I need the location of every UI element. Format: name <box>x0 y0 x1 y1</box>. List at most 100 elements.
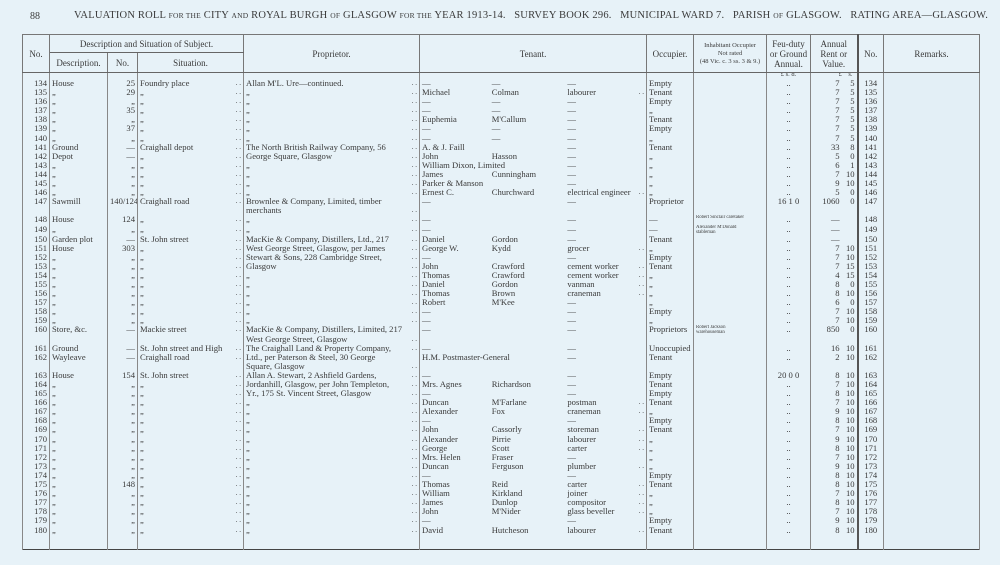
occupier: „ <box>646 498 695 508</box>
annual-pounds: 7 <box>835 97 840 107</box>
occupier: Tenant <box>646 261 695 271</box>
header-inhabitant-occupier: Inhabitant Occupier Not rated (48 Vic. c… <box>693 34 768 73</box>
row-number-right: 153 <box>857 261 885 271</box>
header-description: Description. <box>49 52 108 73</box>
proprietor: „ <box>243 224 421 235</box>
street-number: „ <box>107 279 138 290</box>
table-row: 169„„„„JohnCassorlystoremanTenant..71016… <box>22 425 981 435</box>
tenant-surname <box>492 471 568 480</box>
feu-duty: .. <box>766 298 812 308</box>
tenant: Parker & Manson — <box>419 179 648 189</box>
annual-pounds: 7 <box>835 307 840 317</box>
feu-duty: .. <box>766 133 812 143</box>
tenant-occupation: — <box>567 197 576 207</box>
row-number-right: 171 <box>857 443 885 453</box>
situation: „ <box>136 179 245 189</box>
inhabitant-occupier <box>693 197 768 216</box>
row-number-right: 150 <box>857 234 885 244</box>
feu-duty: .. <box>766 380 812 390</box>
annual-value: 8 10 <box>810 389 859 399</box>
annual-pounds: 8 <box>835 289 840 299</box>
proprietor: „ <box>243 525 421 550</box>
header-remarks: Remarks. <box>883 34 981 73</box>
feu-duty: .. <box>766 169 812 180</box>
row-number-right: 136 <box>857 97 885 107</box>
tenant-occupation: — <box>567 160 576 170</box>
tenant-occupation: — <box>567 234 576 244</box>
feu-duty: .. <box>766 398 812 408</box>
street-number: 303 <box>107 243 138 253</box>
tenant-first-name: — <box>422 97 431 107</box>
annual-value-amount: 9 10 <box>813 407 854 416</box>
tenant-fields: Daniel Gordon vanman <box>422 280 644 289</box>
row-number: 152 <box>22 252 50 262</box>
proprietor: The North British Railway Company, 56 <box>243 142 421 152</box>
annual-value-amount: — <box>813 215 855 224</box>
row-number: 140 <box>22 133 50 143</box>
row-number: 141 <box>22 142 50 152</box>
annual-value: 7 10 <box>810 507 859 517</box>
tenant-first-name: — <box>422 215 431 225</box>
situation: „ <box>136 434 245 444</box>
row-number: 175 <box>22 480 50 490</box>
annual-pounds: 7 <box>835 133 840 143</box>
tenant-first-name: — <box>422 124 431 134</box>
tenant-fields: Duncan Ferguson plumber <box>422 462 644 471</box>
tenant-occupation: — <box>567 115 576 125</box>
proprietor: Brownlee & Company, Limited, timber merc… <box>243 197 421 216</box>
description: „ <box>49 407 108 417</box>
annual-value-amount: 7 10 <box>813 398 855 408</box>
header-sub-no: No. <box>107 52 138 73</box>
street-number: — <box>107 325 138 344</box>
tenant: — — <box>419 316 648 326</box>
annual-pounds: 7 <box>835 316 840 326</box>
annual-shillings: 10 <box>845 398 855 408</box>
feu-duty: .. <box>766 252 812 262</box>
row-number-right: 148 <box>857 215 885 225</box>
tenant-occupation: — <box>567 380 576 389</box>
inhabitant-occupier <box>693 169 768 180</box>
tenant-occupation: — <box>567 252 576 262</box>
title-part: OF <box>330 11 341 20</box>
annual-value-amount: 7 10 <box>813 243 855 253</box>
tenant-first-name: John <box>422 151 439 161</box>
tenant: John M'Nider glass beveller <box>419 507 648 517</box>
tenant-first-name: Duncan <box>422 461 449 471</box>
title-part: FOR THE <box>168 11 201 20</box>
tenant-surname <box>492 316 568 325</box>
feu-duty: .. <box>766 461 812 471</box>
tenant-surname: Scott <box>491 443 510 453</box>
tenant-first-name: John <box>422 425 439 435</box>
annual-pounds: 8 <box>835 279 840 289</box>
inhabitant-occupier <box>693 461 768 471</box>
row-number: 170 <box>22 434 50 444</box>
tenant: — — <box>419 370 648 380</box>
situation: „ <box>136 261 245 271</box>
row-number: 139 <box>22 124 50 134</box>
row-number: 153 <box>22 261 50 271</box>
annual-shillings: 10 <box>845 243 855 253</box>
situation: „ <box>136 188 245 198</box>
remarks <box>883 443 981 453</box>
inhabitant-occupier <box>693 507 768 517</box>
proprietor: „ <box>243 316 421 326</box>
inhabitant-occupier <box>693 316 768 326</box>
proprietor: „ <box>243 188 421 198</box>
description: „ <box>49 489 108 499</box>
street-number: „ <box>107 252 138 262</box>
description: Wayleave <box>49 352 108 371</box>
street-number: „ <box>107 470 138 481</box>
tenant-fields: John Cassorly storeman <box>422 425 644 434</box>
annual-shillings: 10 <box>845 370 855 380</box>
annual-pounds: 7 <box>835 115 840 125</box>
tenant-occupation: — <box>567 470 576 480</box>
street-number: „ <box>107 525 138 550</box>
annual-value-amount: 8 10 <box>813 498 854 507</box>
proprietor: Glasgow <box>243 261 421 271</box>
